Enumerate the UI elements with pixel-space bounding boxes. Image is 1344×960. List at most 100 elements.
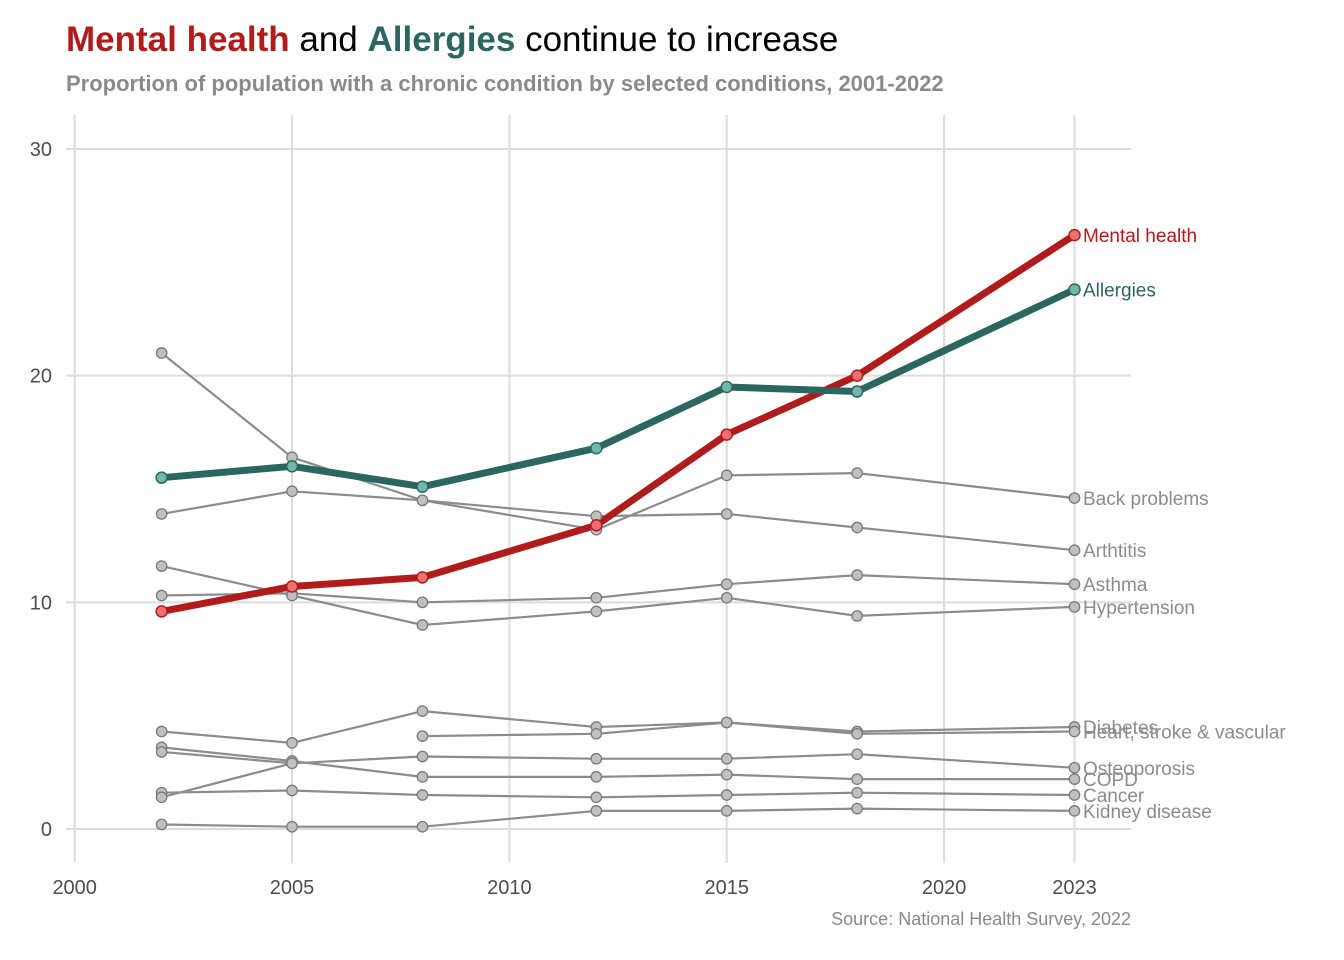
x-tick-label: 2023	[1052, 877, 1097, 899]
data-point-allergies	[850, 385, 864, 398]
data-point-allergies	[590, 441, 603, 455]
series-line-kidney-disease	[160, 807, 1076, 828]
data-point-diabetes	[155, 725, 168, 738]
data-point-copd	[1068, 761, 1081, 774]
data-point-asthma	[590, 591, 603, 604]
data-point-hypertension	[851, 610, 863, 622]
data-point-arthtitis	[1068, 544, 1081, 557]
series-line-copd	[160, 750, 1076, 769]
end-label-asthma: Asthma	[1083, 575, 1148, 596]
data-point-mental-health	[155, 605, 168, 618]
data-point-osteoporosis	[590, 771, 603, 783]
data-point-asthma	[155, 589, 168, 602]
data-point-heart-stroke-vascular	[720, 716, 733, 729]
data-point-unlabelled	[286, 757, 298, 770]
data-point-back-problems	[1068, 492, 1081, 504]
data-point-asthma	[851, 569, 863, 581]
end-label-heart-stroke-vascular: Heart, stroke & vascular	[1083, 723, 1286, 744]
x-tick-label: 2000	[52, 877, 97, 899]
x-tick-label: 2010	[487, 877, 532, 899]
data-point-kidney-disease	[416, 820, 429, 833]
end-label-cancer: Cancer	[1083, 786, 1145, 807]
highlighted-condition-lines	[158, 231, 1078, 615]
data-point-back-problems	[720, 469, 733, 482]
end-label-osteoporosis: Osteoporosis	[1083, 759, 1195, 780]
data-point-kidney-disease	[286, 820, 298, 833]
data-point-allergies	[720, 380, 733, 394]
data-point-heart-stroke-vascular	[1068, 725, 1081, 738]
data-point-kidney-disease	[155, 818, 168, 831]
end-label-kidney-disease: Kidney disease	[1083, 802, 1212, 823]
end-label-mental-health: Mental health	[1083, 226, 1197, 247]
data-point-copd	[416, 750, 429, 763]
data-point-hypertension	[590, 605, 603, 618]
data-point-heart-stroke-vascular	[416, 730, 429, 742]
data-point-allergies	[1068, 283, 1081, 296]
data-point-hypertension	[155, 560, 168, 572]
data-point-mental-health	[850, 369, 864, 382]
data-point-osteoporosis	[851, 773, 863, 785]
data-point-hypertension	[416, 619, 429, 631]
source-caption: Source: National Health Survey, 2022	[831, 909, 1131, 929]
data-point-kidney-disease	[851, 802, 863, 815]
data-point-back-problems	[155, 347, 168, 359]
data-point-kidney-disease	[720, 805, 733, 817]
series-line-allergies	[158, 286, 1078, 491]
end-label-back-problems: Back problems	[1083, 489, 1209, 510]
data-point-allergies	[416, 480, 429, 493]
data-point-osteoporosis	[1068, 773, 1081, 785]
data-point-arthtitis	[851, 521, 863, 534]
data-point-cancer	[416, 789, 429, 801]
end-label-allergies: Allergies	[1083, 281, 1156, 302]
data-point-osteoporosis	[416, 771, 429, 783]
data-point-cancer	[590, 791, 603, 804]
data-point-kidney-disease	[590, 805, 603, 817]
data-point-mental-health	[285, 580, 299, 593]
end-labels: Mental health Allergies Back problems Artht…	[1083, 226, 1286, 823]
end-label-copd: COPD	[1083, 770, 1138, 791]
data-point-cancer	[720, 789, 733, 801]
title-mental-health: Mental health	[66, 20, 290, 59]
title-allergies: Allergies	[367, 20, 516, 59]
data-point-allergies	[155, 471, 168, 484]
data-point-copd	[851, 748, 863, 761]
end-label-diabetes: Diabetes	[1083, 718, 1158, 739]
y-tick-label: 10	[30, 592, 52, 614]
series-line-diabetes	[160, 710, 1076, 744]
data-point-arthtitis	[286, 485, 298, 498]
data-point-mental-health	[720, 428, 733, 441]
data-point-arthtitis	[416, 494, 429, 507]
data-point-hypertension	[1068, 601, 1081, 613]
data-point-cancer	[286, 784, 298, 797]
title-rest: continue to increase	[515, 20, 839, 59]
data-point-diabetes	[416, 705, 429, 717]
x-tick-label: 2015	[704, 877, 749, 899]
data-point-asthma	[1068, 578, 1081, 591]
x-tick-label: 2020	[922, 877, 967, 899]
data-point-osteoporosis	[720, 768, 733, 781]
y-tick-label: 30	[30, 139, 52, 161]
chart-title: Mental health and Allergies continue to …	[66, 20, 838, 60]
data-point-unlabelled	[155, 791, 168, 804]
other-condition-lines	[160, 351, 1076, 828]
data-point-hypertension	[720, 591, 733, 604]
data-point-allergies	[285, 460, 299, 473]
series-line-mental-health	[158, 231, 1078, 615]
data-point-kidney-disease	[1068, 805, 1081, 817]
title-and: and	[289, 20, 368, 59]
data-point-cancer	[1068, 789, 1081, 801]
y-tick-label: 20	[30, 366, 52, 388]
axis-tick-labels: 2000 2005 2010 2015 2020 2023 0 10 20 30	[30, 139, 1097, 899]
data-point-copd	[155, 746, 168, 758]
data-point-copd	[590, 752, 603, 765]
data-point-copd	[720, 752, 733, 765]
data-point-cancer	[851, 786, 863, 799]
data-point-mental-health	[416, 571, 429, 584]
series-line-cancer	[160, 789, 1076, 799]
y-tick-label: 0	[41, 819, 52, 841]
data-point-mental-health	[1068, 228, 1081, 242]
data-point-asthma	[720, 578, 733, 591]
data-point-arthtitis	[720, 508, 733, 520]
data-point-heart-stroke-vascular	[590, 727, 603, 740]
